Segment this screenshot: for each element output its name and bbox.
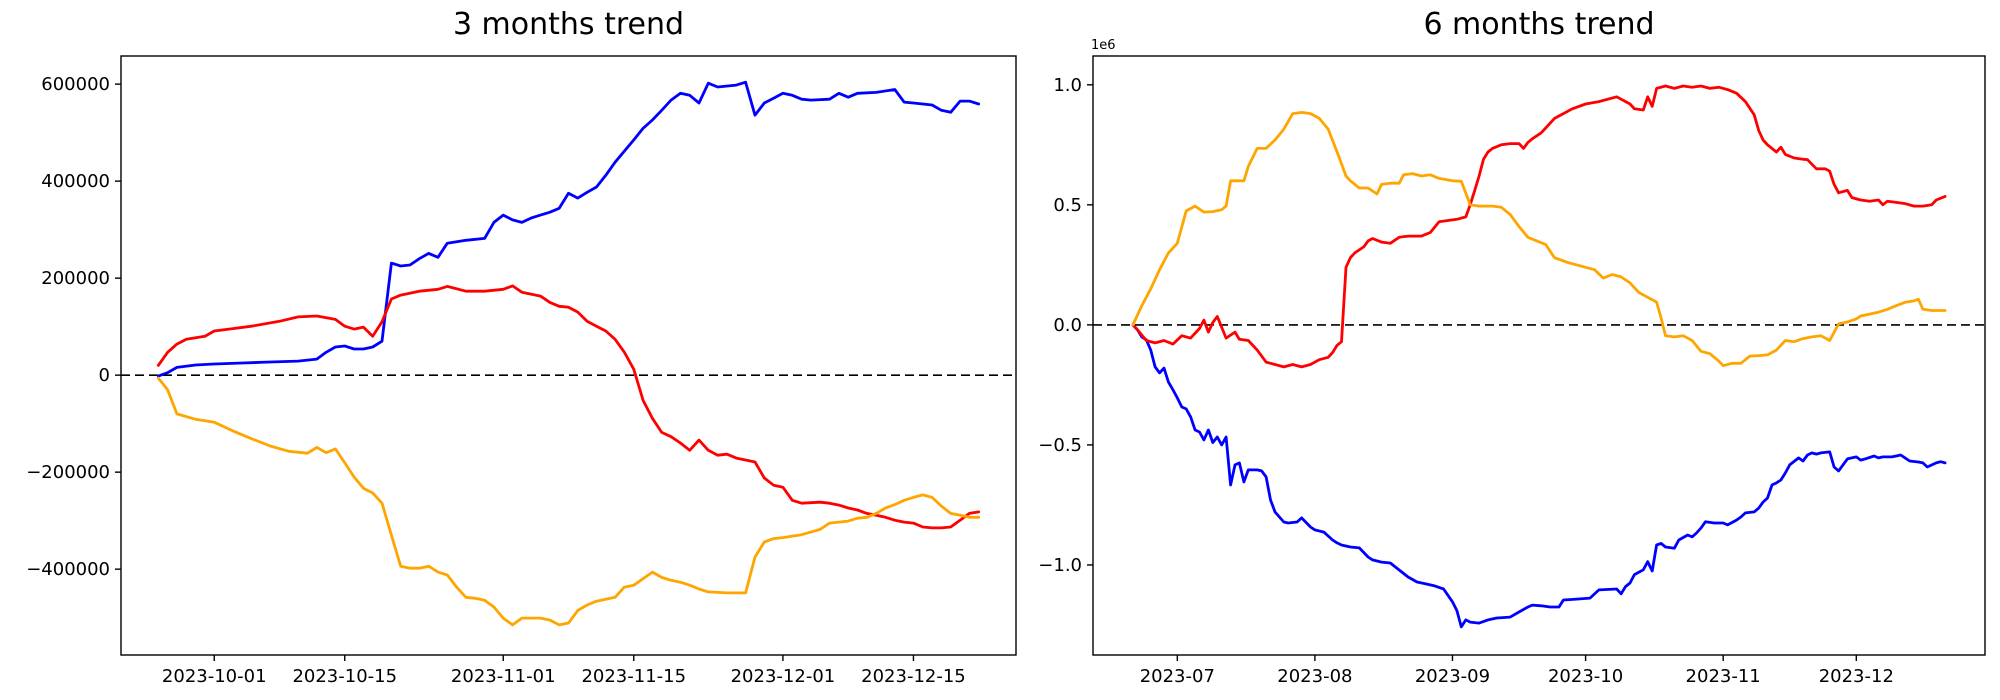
x-tick-label: 2023-10-01 <box>162 666 267 687</box>
y-axis-ticks: 1.0 0.5 0.0 −0.5 −1.0 <box>1038 75 1093 576</box>
x-axis-ticks: 2023-10-01 2023-10-15 2023-11-01 2023-11-15… <box>162 655 966 687</box>
y-tick-label: 0.5 <box>1053 195 1082 216</box>
series-line-orange <box>156 376 981 627</box>
x-tick-label: 2023-09 <box>1415 666 1490 687</box>
x-tick-label: 2023-10-15 <box>292 666 397 687</box>
series-line-red <box>156 284 981 530</box>
x-tick-label: 2023-11-15 <box>581 666 686 687</box>
y-tick-label: 1.0 <box>1053 75 1082 96</box>
x-tick-label: 2023-11-01 <box>451 666 556 687</box>
x-tick-label: 2023-12-15 <box>861 666 966 687</box>
y-tick-label: 400000 <box>41 171 110 192</box>
series-line-blue <box>1131 323 1947 629</box>
x-tick-label: 2023-10 <box>1548 666 1623 687</box>
x-tick-label: 2023-08 <box>1277 666 1352 687</box>
axes-frame <box>1092 55 1986 656</box>
x-tick-label: 2023-11 <box>1686 666 1761 687</box>
y-axis-ticks: 600000 400000 200000 0 −200000 −400000 <box>26 74 121 580</box>
y-tick-label: −1.0 <box>1038 555 1082 576</box>
chart-6-months: 2023-07 2023-08 2023-09 2023-10 2023-11 2023-… <box>1038 55 1986 687</box>
chart-title-3-months: 3 months trend <box>452 7 685 42</box>
y-tick-label: 200000 <box>41 268 110 289</box>
chart-3-months: 2023-10-01 2023-10-15 2023-11-01 2023-11-15… <box>26 55 1017 687</box>
y-tick-label: 0.0 <box>1053 315 1082 336</box>
x-tick-label: 2023-12 <box>1819 666 1894 687</box>
series-line-orange <box>1131 111 1947 368</box>
y-tick-label: 600000 <box>41 74 110 95</box>
series-line-blue <box>156 80 981 378</box>
axes-frame <box>120 55 1017 656</box>
y-axis-offset-label: 1e6 <box>1091 38 1116 53</box>
x-axis-ticks: 2023-07 2023-08 2023-09 2023-10 2023-11 2023-… <box>1140 655 1894 687</box>
x-tick-label: 2023-07 <box>1140 666 1215 687</box>
y-tick-label: −0.5 <box>1038 435 1082 456</box>
x-tick-label: 2023-12-01 <box>731 666 836 687</box>
y-tick-label: −400000 <box>26 559 110 580</box>
y-tick-label: −200000 <box>26 462 110 483</box>
series-line-red <box>1131 84 1947 369</box>
y-tick-label: 0 <box>99 365 110 386</box>
chart-title-6-months: 6 months trend <box>1423 7 1655 42</box>
